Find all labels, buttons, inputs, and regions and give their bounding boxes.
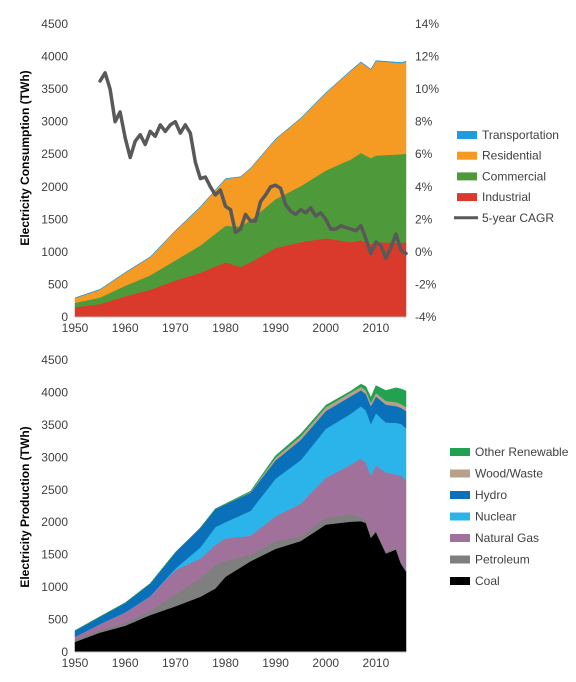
y-tick-label: 3000: [41, 115, 68, 129]
x-tick-label: 1980: [212, 321, 239, 335]
y2-tick-label: 14%: [415, 17, 439, 31]
y-tick-label: 2000: [41, 180, 68, 194]
x-tick-label: 1960: [112, 656, 139, 670]
y2-tick-label: 0%: [415, 245, 433, 259]
y2-tick-label: 6%: [415, 147, 433, 161]
x-tick-label: 2000: [312, 321, 339, 335]
legend-label-5-year-cagr: 5-year CAGR: [482, 211, 554, 225]
legend-label-residential: Residential: [482, 149, 541, 163]
cagr-line: [98, 71, 408, 261]
legend-label-natural-gas: Natural Gas: [475, 531, 539, 545]
legend-label-coal: Coal: [475, 574, 500, 588]
y2-tick-label: 8%: [415, 115, 433, 129]
y-tick-label: 1500: [41, 212, 68, 226]
x-tick-label: 1950: [62, 656, 89, 670]
y-tick-label: 1500: [41, 548, 68, 562]
legend-label-wood-waste: Wood/Waste: [475, 467, 543, 481]
legend-swatch-transportation: [457, 131, 477, 139]
y-tick-label: 1000: [41, 245, 68, 259]
y2-tick-label: 10%: [415, 82, 439, 96]
area-other-renewable: [74, 383, 407, 631]
legend-swatch-industrial: [457, 193, 477, 202]
legend-swatch-other-renewable: [450, 448, 470, 456]
x-tick-label: 1970: [162, 656, 189, 670]
production-chart: Electricity Production (TWh) 0 500 1000 150…: [18, 353, 569, 670]
x-tick-label: 1950: [62, 321, 89, 335]
y2-tick-label: 2%: [415, 212, 433, 226]
legend-swatch-residential: [457, 151, 477, 160]
legend-swatch-commercial: [457, 172, 477, 181]
area-transportation: [74, 60, 407, 299]
y-tick-label: 3500: [41, 82, 68, 96]
legend-swatch-hydro: [450, 491, 470, 499]
y-tick-label: 500: [48, 277, 68, 291]
x-tick-label: 2010: [363, 656, 390, 670]
legend-swatch-nuclear: [450, 512, 470, 521]
y2-tick-label: -4%: [415, 310, 437, 324]
y-tick-label: 4000: [41, 385, 68, 399]
y-tick-label: 1000: [41, 580, 68, 594]
legend-label-petroleum: Petroleum: [475, 553, 530, 567]
y-tick-label: 3000: [41, 450, 68, 464]
legend-label-industrial: Industrial: [482, 190, 531, 204]
y-tick-label: 4500: [41, 17, 68, 31]
x-tick-label: 1980: [212, 656, 239, 670]
production-y-axis-label: Electricity Production (TWh): [18, 426, 32, 587]
legend-label-hydro: Hydro: [475, 488, 507, 502]
x-tick-label: 1960: [112, 321, 139, 335]
y2-tick-label: 4%: [415, 180, 433, 194]
legend-swatch-coal: [450, 577, 470, 585]
legend-label-transportation: Transportation: [482, 128, 559, 142]
y2-tick-label: -2%: [415, 277, 437, 291]
legend-swatch-wood-waste: [450, 469, 470, 478]
legend-label-commercial: Commercial: [482, 169, 546, 183]
y-tick-label: 4500: [41, 353, 68, 367]
y-tick-label: 2500: [41, 147, 68, 161]
y-tick-label: 2000: [41, 515, 68, 529]
y-tick-label: 4000: [41, 50, 68, 64]
legend-label-nuclear: Nuclear: [475, 510, 516, 524]
y-tick-label: 3500: [41, 418, 68, 432]
legend-swatch-petroleum: [450, 555, 470, 564]
x-tick-label: 2010: [363, 321, 390, 335]
y-tick-label: 500: [48, 613, 68, 627]
legend-swatch-natural-gas: [450, 534, 470, 542]
x-tick-label: 2000: [312, 656, 339, 670]
x-tick-label: 1990: [262, 321, 289, 335]
y-tick-label: 2500: [41, 483, 68, 497]
y2-tick-label: 12%: [415, 50, 439, 64]
y-tick-label: 0: [61, 645, 68, 659]
y-tick-label: 0: [61, 310, 68, 324]
consumption-chart: Electricity Consumption (TWh) 0 500 1000 15…: [18, 17, 559, 335]
x-tick-label: 1990: [262, 656, 289, 670]
legend-label-other-renewable: Other Renewable: [475, 445, 569, 459]
consumption-y-axis-label: Electricity Consumption (TWh): [18, 70, 32, 245]
x-tick-label: 1970: [162, 321, 189, 335]
